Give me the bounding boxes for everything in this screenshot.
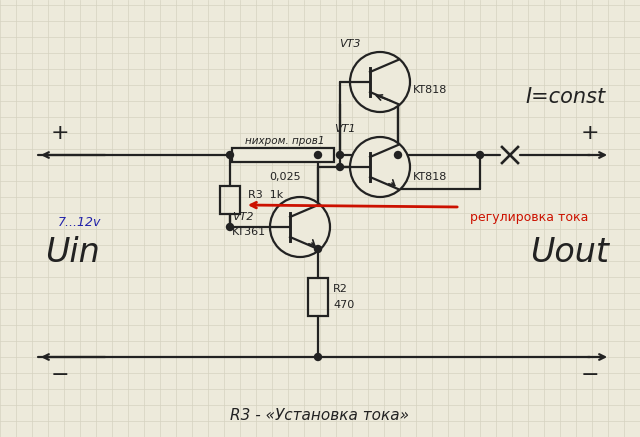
- Circle shape: [314, 354, 321, 361]
- Text: Uout: Uout: [531, 236, 609, 268]
- Text: VT1: VT1: [334, 124, 356, 134]
- Circle shape: [350, 52, 410, 112]
- Text: −: −: [580, 365, 599, 385]
- Text: R3 - «Установка тока»: R3 - «Установка тока»: [230, 407, 410, 423]
- Bar: [220, 186, 240, 214]
- Text: VT3: VT3: [339, 39, 361, 49]
- Text: регулировка тока: регулировка тока: [470, 211, 588, 223]
- Text: +: +: [51, 123, 69, 143]
- Bar: [308, 278, 328, 316]
- Circle shape: [477, 152, 483, 159]
- Text: 470: 470: [333, 300, 355, 310]
- Text: KT818: KT818: [413, 85, 447, 95]
- Text: +: +: [580, 123, 599, 143]
- Circle shape: [314, 152, 321, 159]
- Text: −: −: [51, 365, 69, 385]
- Circle shape: [394, 152, 401, 159]
- Text: Uin: Uin: [45, 236, 99, 268]
- Text: R2: R2: [333, 284, 348, 294]
- Circle shape: [270, 197, 330, 257]
- Circle shape: [227, 223, 234, 230]
- Text: KT818: KT818: [413, 172, 447, 182]
- Text: I=const: I=const: [525, 87, 605, 107]
- Text: VT2: VT2: [232, 212, 253, 222]
- Circle shape: [350, 137, 410, 197]
- Text: 0,025: 0,025: [269, 172, 301, 182]
- Circle shape: [337, 152, 344, 159]
- Circle shape: [337, 163, 344, 170]
- Text: 7...12v: 7...12v: [58, 215, 102, 229]
- Circle shape: [227, 152, 234, 159]
- Text: R3  1k: R3 1k: [248, 190, 284, 200]
- Text: нихром. пров1: нихром. пров1: [245, 136, 324, 146]
- Bar: [232, 148, 334, 162]
- Circle shape: [314, 246, 321, 253]
- Text: KT361: KT361: [232, 227, 266, 237]
